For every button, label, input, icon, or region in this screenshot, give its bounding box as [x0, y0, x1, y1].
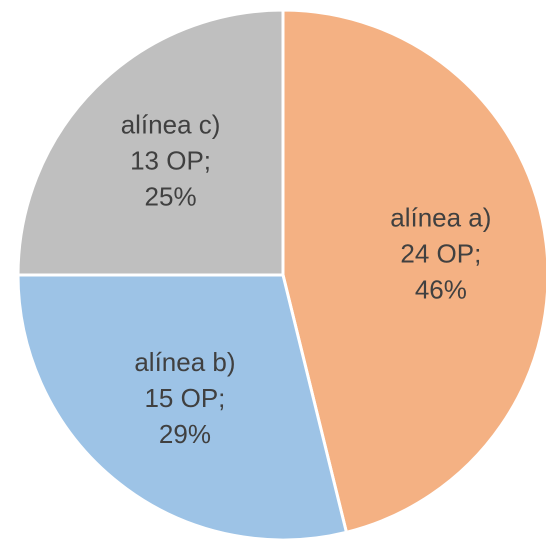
pie-slice: [16, 8, 285, 277]
slice-share: 46%: [415, 275, 467, 305]
slice-value: 13 OP;: [130, 145, 211, 175]
slice-value: 15 OP;: [144, 383, 225, 413]
slice-share: 29%: [159, 419, 211, 449]
slice-category: alínea c): [121, 109, 221, 139]
slice-share: 25%: [145, 181, 197, 211]
slice-value: 24 OP;: [400, 239, 481, 269]
slice-category: alínea a): [390, 203, 491, 233]
pie-slice: [16, 273, 349, 542]
slice-category: alínea b): [134, 347, 235, 377]
